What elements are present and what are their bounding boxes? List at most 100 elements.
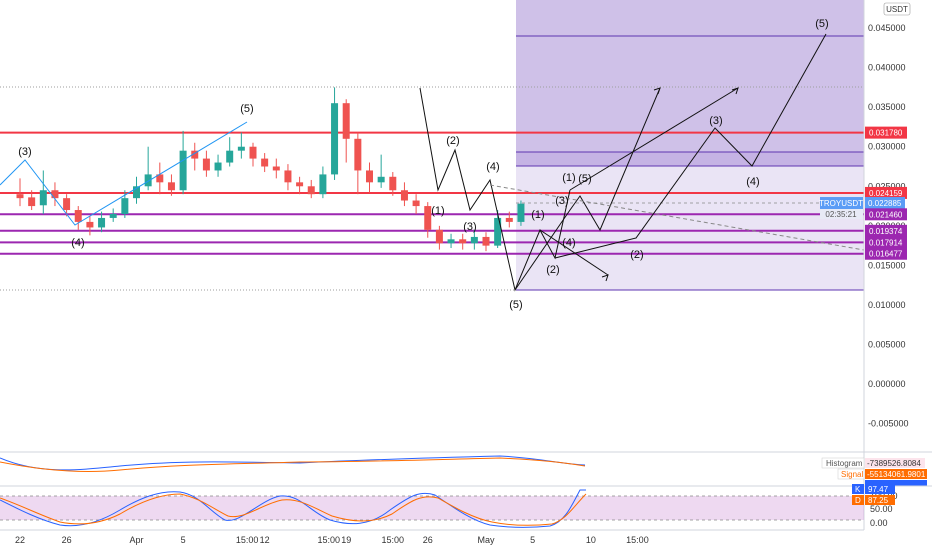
elliott-wave-path — [0, 121, 248, 226]
wave-label: (3) — [463, 221, 476, 233]
candle-body — [98, 217, 106, 228]
candle-body — [435, 229, 443, 244]
level-tag: 0.021460 — [869, 210, 903, 219]
x-tick-label: 26 — [423, 535, 433, 545]
wave-label: (5) — [815, 18, 828, 30]
candle-body — [459, 239, 467, 244]
elliott-wave-path — [489, 184, 865, 251]
wave-label: (5) — [578, 173, 591, 185]
candle-body — [342, 103, 350, 139]
d-value-box — [865, 495, 895, 505]
candle-body — [319, 174, 327, 195]
x-tick-label: 15:00 — [626, 535, 649, 545]
d-label: D — [855, 496, 861, 505]
wave-label: (3) — [555, 195, 568, 207]
stoch-k-line — [0, 489, 586, 528]
elliott-wave-path — [554, 33, 827, 259]
projection-zone-band — [516, 152, 864, 166]
symbol-tag-box — [820, 197, 863, 210]
symbol-tag: TROYUSDT — [819, 199, 863, 208]
wave-label: (4) — [746, 176, 759, 188]
stoch-d-line — [0, 493, 587, 526]
x-tick-label: 22 — [15, 535, 25, 545]
level-tag: 0.017914 — [869, 238, 903, 247]
candle-body — [412, 200, 420, 207]
candle-body — [179, 150, 187, 191]
candle-body — [167, 182, 175, 191]
candle-body — [202, 158, 210, 171]
elliott-wave-path — [539, 229, 609, 276]
candle-body — [354, 138, 362, 171]
candle-body — [51, 190, 59, 199]
candle-body — [28, 197, 36, 207]
candle-body — [237, 146, 245, 151]
candle-body — [109, 213, 117, 218]
candle-body — [156, 174, 164, 183]
x-tick-label: Apr — [129, 535, 143, 545]
y-tick-label: 0.040000 — [868, 63, 906, 73]
candle-body — [39, 190, 47, 206]
candle-body — [482, 236, 490, 246]
y-tick-label: 0.025000 — [868, 181, 906, 191]
level-tag-box — [865, 236, 907, 249]
wave-label: (2) — [446, 135, 459, 147]
level-tag: 0.024159 — [869, 189, 903, 198]
candle-body — [191, 150, 199, 159]
candle-body — [133, 186, 140, 199]
y-tick-label: 0.045000 — [868, 23, 906, 33]
currency-label: USDT — [886, 5, 908, 14]
countdown-box — [820, 209, 863, 220]
candle-body — [74, 210, 82, 222]
candle-body — [517, 203, 525, 222]
level-tag-box — [865, 224, 907, 237]
y-tick-label: 0.015000 — [868, 260, 906, 270]
histogram-label: Histogram — [826, 459, 863, 468]
k-label: K — [855, 485, 861, 494]
wave-label: (5) — [240, 103, 253, 115]
level-tag-box — [865, 208, 907, 221]
y-tick-label: 0.030000 — [868, 142, 906, 152]
x-tick-label: 15:00 — [382, 535, 405, 545]
wave-label: (3) — [709, 115, 722, 127]
arrow-head — [653, 87, 661, 95]
candle-body — [470, 236, 478, 244]
x-tick-label: 5 — [530, 535, 535, 545]
wave-label: (1) — [431, 205, 444, 217]
candle-body — [447, 239, 455, 244]
wave-label: (4) — [71, 237, 84, 249]
candle-body — [377, 176, 385, 183]
level-tag-box — [865, 186, 907, 199]
elliott-wave-path — [419, 87, 571, 292]
k-label-box — [852, 484, 864, 494]
wave-label: (4) — [486, 161, 499, 173]
signal-value: -55134061.9801 — [867, 470, 926, 479]
wave-label: (2) — [630, 249, 643, 261]
price-tag-box — [865, 197, 905, 210]
candle-body — [121, 198, 129, 214]
candle-body — [249, 146, 257, 159]
candle-body — [214, 162, 222, 171]
x-tick-label: 26 — [62, 535, 72, 545]
arrow-head — [731, 87, 739, 95]
histogram-value-box — [865, 458, 925, 468]
level-tag-box — [865, 126, 907, 139]
candle-body — [226, 150, 234, 163]
d-value: 87.25 — [868, 496, 889, 505]
wave-label: (2) — [546, 264, 559, 276]
macd-line — [0, 455, 586, 471]
candle-body — [16, 194, 24, 199]
x-tick-label: 5 — [181, 535, 186, 545]
stoch-tick: 50.00 — [870, 504, 893, 514]
projection-zone-main — [516, 0, 864, 152]
candle-body — [296, 182, 304, 187]
k-value: 97.47 — [868, 485, 889, 494]
candle-body — [63, 198, 71, 211]
x-tick-label: 15:00 — [236, 535, 259, 545]
y-tick-label: -0.005000 — [868, 419, 909, 429]
x-tick-label: 19 — [341, 535, 351, 545]
k-value-box — [865, 484, 895, 494]
macd-value-box — [865, 480, 927, 486]
wave-label: (4) — [562, 237, 575, 249]
candle-body — [307, 186, 315, 195]
